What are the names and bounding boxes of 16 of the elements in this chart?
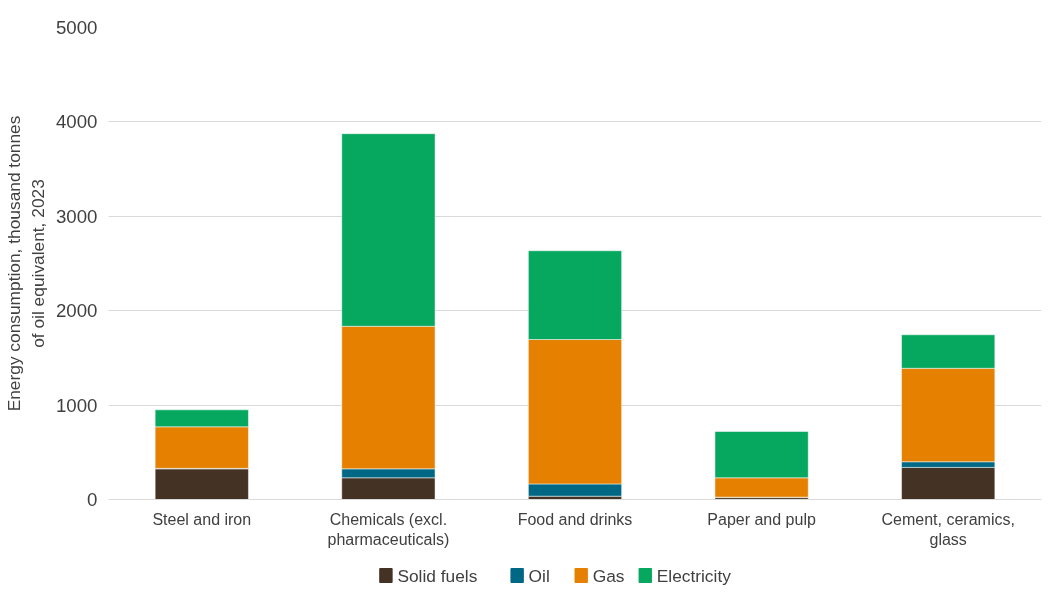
x-tick-label: Food and drinks (517, 510, 633, 528)
y-tick-label: 3000 (56, 205, 98, 227)
legend-label: Solid fuels (397, 565, 478, 586)
y-axis-title: Energy consumption, thousand tonnes of oil equivalent, 2023 (4, 115, 48, 412)
x-tick-label: Paper and pulp (707, 510, 816, 528)
x-tick-label: Steel and iron (152, 510, 252, 528)
y-tick-label: 4000 (56, 111, 98, 133)
legend-label: Oil (528, 565, 550, 586)
x-tick-label: Chemicals (excl. pharmaceuticals) (327, 510, 450, 548)
y-tick-label: 1000 (56, 394, 98, 416)
x-tick-label: Cement, ceramics, glass (881, 510, 1015, 548)
y-tick-label: 2000 (56, 300, 98, 322)
y-tick-label: 5000 (56, 17, 98, 38)
legend-label: Electricity (656, 565, 732, 586)
y-tick-label: 0 (87, 489, 98, 510)
legend-label: Gas (592, 565, 625, 586)
